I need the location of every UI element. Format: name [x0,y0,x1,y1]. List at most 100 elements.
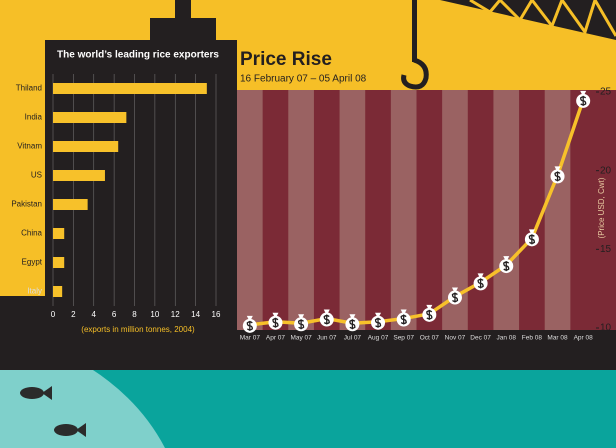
bar [53,228,65,239]
line-subtitle: 16 February 07 – 05 April 08 [240,74,367,85]
bag-knot [528,229,535,234]
crane-cable [412,0,417,62]
money-bag [268,312,283,330]
bag-symbol [323,314,330,325]
bag-knot [272,312,279,317]
bag-symbol [451,292,459,303]
bag-knot [477,273,484,278]
bag-knot [554,166,561,171]
money-bag [319,309,334,327]
bar [53,257,65,268]
money-bag [473,273,488,291]
x-tick-label: 14 [191,310,200,319]
bar-x-label: (exports in million tonnes, 2004) [81,325,195,334]
x-tick-label: May 07 [290,335,312,342]
bag-symbol [426,309,433,320]
money-bag [524,229,539,247]
tower-base [150,18,216,42]
y-tick-label: 15 [600,244,612,255]
money-bag [550,166,565,184]
y-axis-label: (Price USD, Cwt) [597,177,606,238]
bag-symbol [477,278,484,289]
stripe [288,90,314,330]
x-axis-band [237,330,616,370]
money-bag [447,287,462,305]
x-tick-label: Apr 07 [266,335,286,342]
bag-knot [400,309,407,314]
bar [53,83,207,94]
stripe [237,90,263,330]
stripe [493,90,520,330]
money-bag [294,314,309,332]
bag-symbol [297,319,305,330]
line-title: Price Rise [240,49,332,70]
bar-title: The world’s leading rice exporters [57,50,219,61]
y-tick-label: Thiland [16,84,42,93]
bag-knot [426,304,433,309]
x-tick-label: Jan 08 [496,335,516,342]
money-bag [242,315,257,333]
x-tick-label: 16 [212,310,221,319]
bag-knot [246,315,253,320]
y-tick-label: 20 [600,165,612,176]
y-tick-label: Italy [27,287,42,296]
money-bag [396,309,411,327]
bag-knot [349,314,356,319]
bag-knot [375,312,382,317]
x-tick-label: Aug 07 [368,335,389,342]
x-tick-label: Apr 08 [574,335,594,342]
x-tick-label: 0 [51,310,56,319]
bag-symbol [246,320,253,331]
left-panel-extension [0,296,45,370]
y-tick-label: 25 [600,87,612,98]
x-tick-label: 10 [150,310,159,319]
bag-symbol [528,234,536,245]
stripe [544,90,571,330]
fish [20,386,86,437]
bag-knot [451,287,458,292]
bag-symbol [554,171,561,182]
x-tick-label: Mar 08 [547,335,568,342]
bar [53,199,88,210]
money-bag [371,312,386,330]
x-tick-label: Sep 07 [393,335,414,342]
shallow-water [0,368,165,448]
stripe [390,90,417,330]
bag-symbol [349,319,356,330]
x-tick-label: 8 [132,310,137,319]
bag-symbol [400,314,407,325]
y-tick-label: China [21,229,42,238]
bag-knot [323,309,330,314]
y-tick-label: Vitnam [17,142,42,151]
x-tick-label: Oct 07 [420,335,440,342]
y-tick-label: US [31,171,42,180]
bag-knot [298,314,305,319]
bag-symbol [503,261,510,272]
bar [53,286,63,297]
x-tick-label: Jun 07 [317,335,337,342]
money-bag [422,304,437,322]
bar [53,141,119,152]
x-tick-label: 6 [112,310,117,319]
stripe [339,90,366,330]
bag-symbol [272,317,279,328]
x-tick-label: Nov 07 [445,335,466,342]
tower-top [175,0,191,20]
crane-truss [469,0,616,37]
x-tick-label: 4 [92,310,97,319]
y-tick-label: Egypt [22,258,43,267]
x-tick-label: Dec 07 [470,335,491,342]
bag-knot [503,256,510,261]
bag-symbol [374,317,382,328]
money-bag [576,90,591,108]
money-bag [499,256,514,274]
x-tick-label: 2 [71,310,76,319]
crane-hook [401,57,429,90]
y-tick-label: Pakistan [11,200,42,209]
money-bag [345,314,360,332]
y-tick-label: India [25,113,43,122]
x-tick-label: Mar 07 [240,335,261,342]
bar [53,112,127,123]
x-tick-label: Feb 08 [522,335,543,342]
